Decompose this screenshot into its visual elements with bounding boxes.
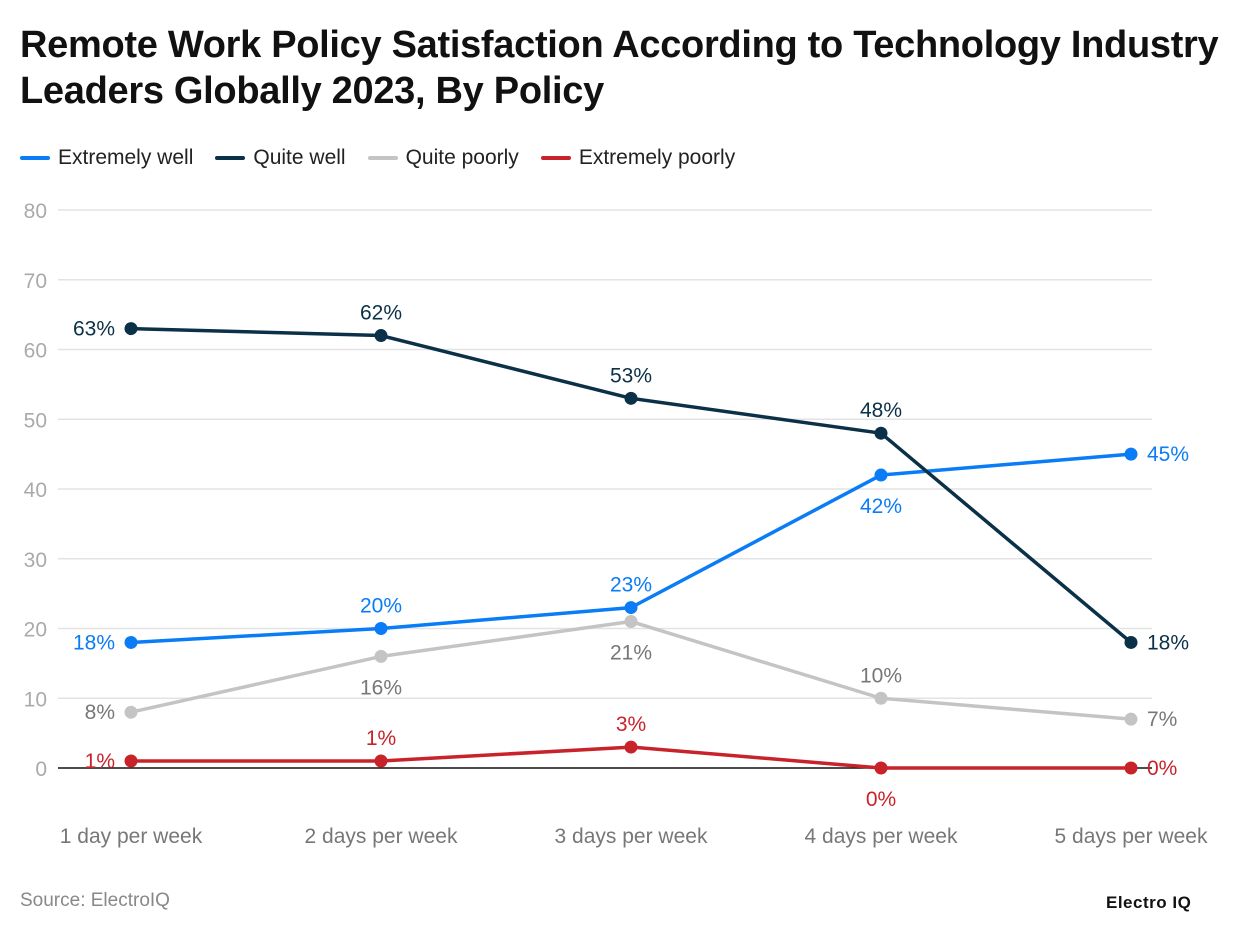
data-point <box>624 601 638 615</box>
data-label: 0% <box>1147 757 1177 780</box>
legend-label: Quite well <box>253 146 346 169</box>
legend-label: Quite poorly <box>405 146 519 169</box>
data-point <box>624 740 638 754</box>
x-tick-label: 4 days per week <box>805 825 958 848</box>
series-line <box>130 619 1132 721</box>
electroiq-logo: Electro IQ <box>1106 893 1192 912</box>
data-point <box>624 615 638 629</box>
legend-swatch <box>215 156 246 160</box>
data-label: 23% <box>610 574 652 597</box>
data-point <box>374 754 388 768</box>
y-tick-label: 20 <box>24 619 47 642</box>
legend-swatch <box>20 156 50 160</box>
data-label: 3% <box>616 713 646 736</box>
x-tick-label: 1 day per week <box>60 825 203 848</box>
data-point <box>124 705 138 719</box>
legend: Extremely well Quite well Quite poorly Extr… <box>20 146 735 170</box>
data-point <box>374 622 388 635</box>
data-label: 16% <box>360 676 402 699</box>
series-line <box>130 452 1132 645</box>
legend-item: Quite well <box>215 146 346 170</box>
data-point <box>874 468 888 482</box>
data-label: 10% <box>860 664 902 687</box>
data-label: 8% <box>85 701 115 724</box>
data-label: 18% <box>73 631 115 654</box>
y-tick-label: 80 <box>24 200 47 223</box>
data-point <box>1124 761 1138 775</box>
x-tick-label: 5 days per week <box>1055 825 1208 848</box>
data-label: 18% <box>1147 631 1189 654</box>
data-point <box>374 329 388 343</box>
y-tick-label: 40 <box>24 479 47 502</box>
data-point <box>1124 447 1138 461</box>
legend-item: Extremely well <box>20 146 193 170</box>
data-label: 53% <box>610 364 652 387</box>
legend-item: Quite poorly <box>367 146 519 170</box>
data-label: 7% <box>1147 708 1177 731</box>
data-label: 63% <box>73 318 115 341</box>
legend-label: Extremely poorly <box>578 146 736 169</box>
chart-title: Remote Work Policy Satisfaction Accordin… <box>20 24 1219 112</box>
data-label: 1% <box>85 750 115 773</box>
data-label: 20% <box>360 595 402 618</box>
data-label: 21% <box>610 642 652 665</box>
data-point <box>874 426 888 440</box>
data-label: 48% <box>860 399 902 422</box>
y-tick-label: 30 <box>24 549 47 572</box>
y-tick-label: 10 <box>24 688 47 711</box>
y-tick-label: 50 <box>24 409 47 432</box>
data-point <box>874 691 888 705</box>
legend-item: Extremely poorly <box>540 146 736 170</box>
data-label: 1% <box>366 727 396 750</box>
data-point <box>1124 712 1138 726</box>
y-tick-label: 60 <box>24 340 47 363</box>
y-tick-label: 0 <box>35 758 47 781</box>
x-tick-label: 2 days per week <box>305 825 458 848</box>
legend-swatch <box>540 156 571 160</box>
data-point <box>124 322 138 336</box>
data-point <box>124 635 138 649</box>
legend-swatch <box>367 156 398 160</box>
source-note: Source: ElectroIQ <box>20 890 170 911</box>
data-label: 42% <box>860 495 902 518</box>
data-point <box>1124 635 1138 649</box>
legend-label: Extremely well <box>58 146 194 169</box>
x-tick-label: 3 days per week <box>555 825 708 848</box>
data-point <box>624 391 638 405</box>
data-point <box>874 761 888 775</box>
data-point <box>374 649 388 663</box>
data-label: 0% <box>866 788 896 811</box>
data-point <box>124 754 138 768</box>
data-label: 62% <box>360 302 402 325</box>
data-label: 45% <box>1147 443 1189 466</box>
y-tick-label: 70 <box>24 270 47 293</box>
